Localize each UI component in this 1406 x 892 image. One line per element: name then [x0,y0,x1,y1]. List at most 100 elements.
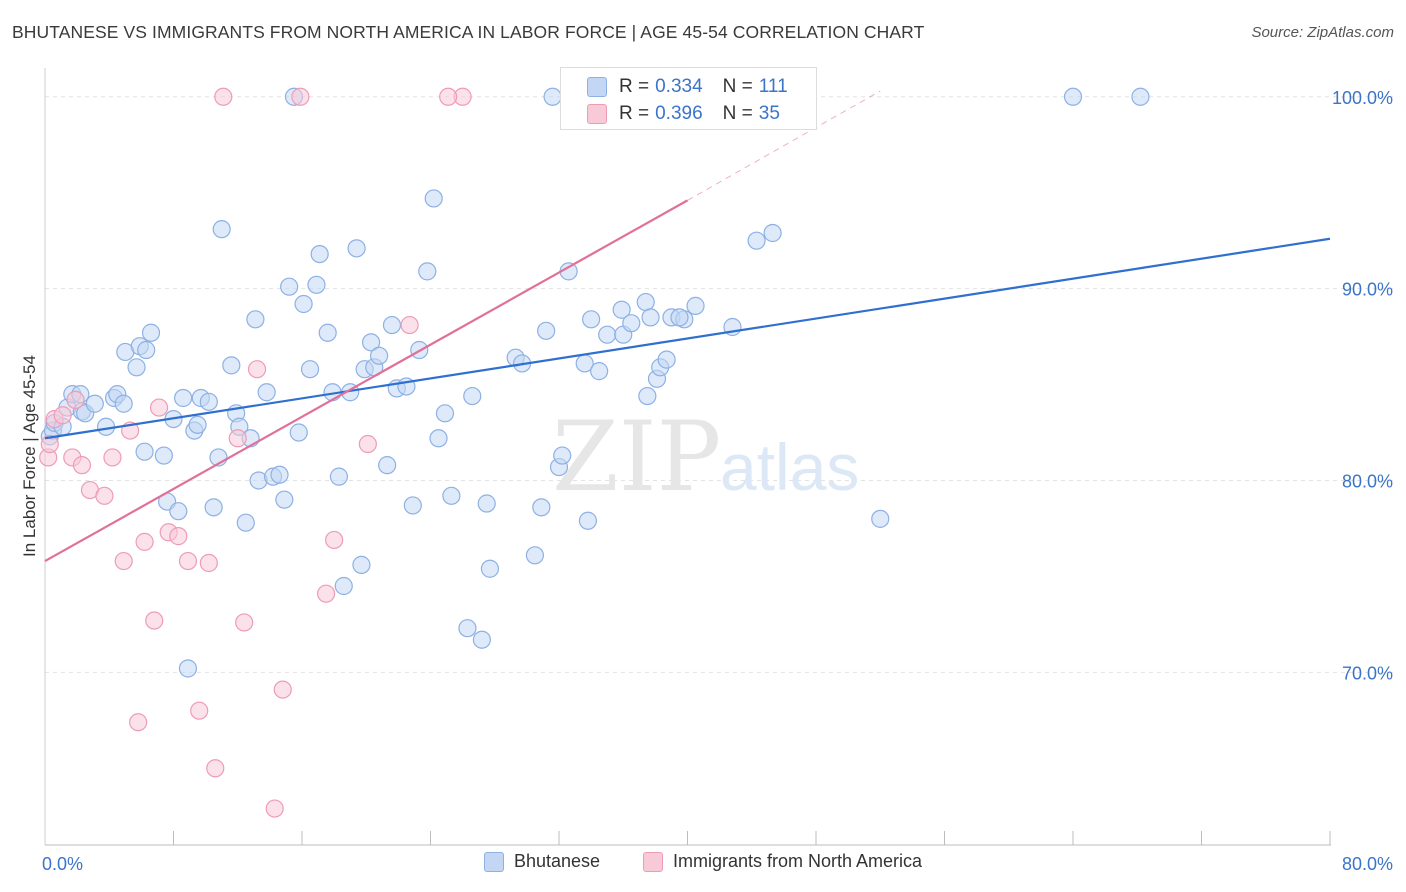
immigrants-point [439,87,458,106]
immigrants-point [247,360,267,379]
bhutanese-point [525,546,545,565]
stats-row-immigrants: R = 0.396 N = 35 [587,103,780,125]
bhutanese-point [169,502,188,521]
immigrants-point [235,613,254,632]
bhutanese-point [458,619,477,638]
bhutanese-point [590,362,609,381]
bhutanese-point [686,296,705,315]
immigrants-point [66,390,85,410]
stats-legend: R = 0.334 N = 111 R = 0.396 N = 35 [560,67,817,130]
immigrants-point [214,87,233,106]
trend-lines [44,90,1331,563]
immigrants-point [199,553,218,573]
bhutanese-point [174,388,193,408]
bhutanese-point [403,496,422,515]
bhutanese-point [318,323,337,342]
immigrants-point [325,530,344,550]
bhutanese-point [418,262,437,281]
r-value: 0.396 [655,103,703,124]
bhutanese-point [270,465,289,484]
x-tick-label: 80.0% [1342,854,1393,874]
bhutanese-point [114,394,133,413]
bhutanese-point [204,498,223,517]
bhutanese-point [289,423,308,442]
bhutanese-point [435,404,455,423]
bhutanese-point [222,356,241,375]
legend-item-bhutanese[interactable]: Bhutanese [484,851,600,872]
bhutanese-point [85,394,104,413]
bhutanese-point [141,323,161,342]
bhutanese-point [636,292,655,312]
legend-label: Bhutanese [514,851,601,871]
bhutanese-point [275,490,294,509]
watermark: ZIP atlas [552,401,859,513]
immigrants-point [358,434,377,454]
bhutanese-point [300,360,320,379]
immigrants-point [178,551,198,571]
bhutanese-point [429,429,448,448]
bhutanese-point [670,308,689,327]
stats-row-bhutanese: R = 0.334 N = 111 [587,76,788,98]
bhutanese-point [370,346,389,365]
bhutanese-point [178,659,198,678]
immigrants-point [400,315,419,335]
watermark-zip: ZIP [552,401,721,513]
immigrants-point [40,434,59,454]
bhutanese-trend-line [44,237,1331,440]
bhutanese-point [480,559,500,578]
immigrants-point [95,486,114,505]
immigrants-point [265,799,284,818]
bhutanese-point [352,555,371,574]
y-tick-label: 90.0% [1342,280,1393,300]
bhutanese-point [657,350,676,369]
legend-item-immigrants[interactable]: Immigrants from North America [643,851,922,872]
bhutanese-point [598,325,617,344]
immigrants-point [190,701,209,720]
bhutanese-point [532,498,551,517]
points [39,87,1150,818]
n-value: 111 [758,76,788,97]
bhutanese-point [212,220,231,239]
chart-title: BHUTANESE VS IMMIGRANTS FROM NORTH AMERI… [12,22,925,42]
grid [45,96,1395,673]
bhutanese-point [334,576,353,596]
bhutanese-point [154,446,173,465]
blue-swatch [484,851,504,872]
immigrants-point [135,532,154,551]
immigrants-point [291,87,310,106]
bhutanese-point [246,310,265,329]
immigrants-trend-line [44,199,689,563]
immigrants-point [53,406,72,425]
bhutanese-point [188,415,207,434]
legend-label: Immigrants from North America [673,851,923,871]
bhutanese-point [382,315,402,335]
bhutanese-point [638,386,657,406]
r-value: 0.334 [655,76,703,97]
immigrants-point [129,713,148,732]
pink-swatch [587,104,607,124]
bhutanese-point [361,333,381,352]
y-tick-label: 80.0% [1342,471,1393,491]
pink-swatch [643,851,663,872]
bhutanese-point [257,383,276,402]
bhutanese-point [537,321,556,340]
bhutanese-point [307,275,326,294]
y-tick-label: 100.0% [1332,88,1393,108]
bhutanese-point [378,456,397,475]
y-tick-label: 70.0% [1342,663,1393,683]
bhutanese-point [1131,87,1150,106]
bhutanese-point [463,386,482,406]
bhutanese-point [424,189,443,208]
watermark-atlas: atlas [720,430,859,504]
bhutanese-point [199,392,218,411]
immigrants-point [169,527,188,546]
bhutanese-point [578,511,598,530]
bhutanese-point [294,294,313,314]
bhutanese-point [582,310,601,329]
bhutanese-point [135,442,154,461]
bhutanese-point [127,358,146,377]
bhutanese-point [280,277,299,296]
n-label: N = [722,103,753,124]
n-value: 35 [758,103,780,124]
bhutanese-point [329,467,349,486]
